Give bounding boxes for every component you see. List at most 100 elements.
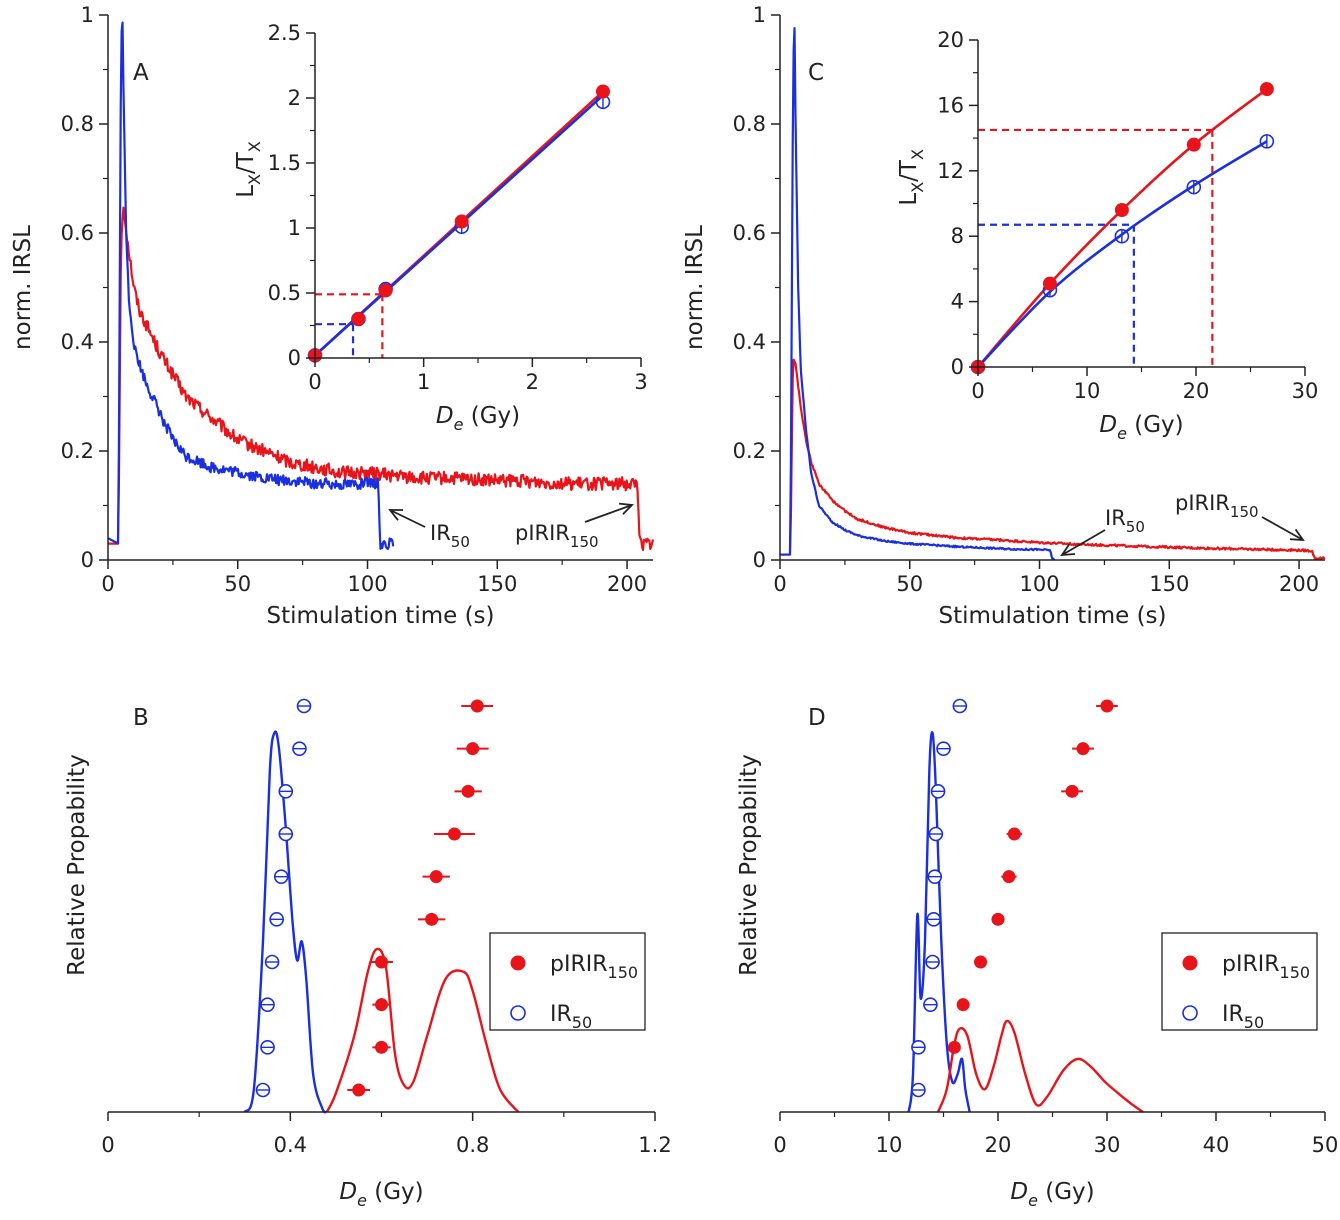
y-axis-title: norm. IRSL	[682, 225, 708, 350]
x-tick-label: 0	[101, 1133, 114, 1157]
y-tick-label: 1	[81, 3, 94, 27]
legend-label-IR50: IR50	[1222, 1002, 1264, 1032]
x-axis-title: De (Gy)	[1010, 1179, 1094, 1210]
x-tick-label: 0.8	[456, 1133, 489, 1157]
legend-label-main: IR	[1222, 1002, 1244, 1027]
legend-label-IR50: IR50	[550, 1002, 592, 1032]
annotation: IR50	[388, 509, 470, 551]
legend-marker-IR50	[1182, 1005, 1198, 1021]
point-pIRIR150	[1186, 137, 1201, 152]
y-tick-label: 4	[951, 290, 964, 314]
legend: pIRIR150 IR50	[1161, 932, 1318, 1032]
x-tick-label: 10	[1074, 379, 1101, 403]
legend-box	[1161, 932, 1318, 1031]
annotation-sub: 150	[570, 533, 599, 551]
point-pIRIR150	[454, 214, 469, 229]
legend-box	[489, 932, 646, 1031]
point-pIRIR150	[1114, 203, 1129, 218]
point-pIRIR150	[974, 955, 988, 969]
y-tick-label: 1.5	[268, 151, 301, 175]
density-curve-pIRIR150	[325, 947, 520, 1113]
legend-label-main: IR	[550, 1002, 572, 1027]
point-pIRIR150	[947, 1040, 961, 1054]
point-pIRIR150	[375, 998, 388, 1012]
point-pIRIR150	[1076, 742, 1090, 756]
y-tick-label: 0.6	[61, 221, 94, 245]
y-tick-label: 8	[951, 224, 964, 248]
y-axis-title-sub: X	[908, 182, 927, 193]
x-axis-title-main: D	[1099, 412, 1117, 438]
x-axis-title: De (Gy)	[1099, 412, 1183, 443]
x-tick-label: 30	[1292, 379, 1319, 403]
y-tick-label: 1	[288, 216, 301, 240]
panel-B: 0 0.4 0.8 1.2 De (Gy) Relative Propability pIR…	[64, 698, 672, 1210]
annotation-main: IR	[1105, 506, 1126, 530]
point-pIRIR150	[1065, 784, 1079, 798]
annotation-arrow	[389, 509, 426, 528]
annotation-main: IR	[430, 521, 451, 545]
point-pIRIR150	[991, 912, 1005, 926]
annotation-arrowhead	[618, 502, 634, 515]
x-tick-label: 50	[1312, 1133, 1339, 1157]
y-tick-label: 20	[937, 28, 964, 52]
y-axis-title: Relative Propability	[64, 754, 90, 976]
point-pIRIR150	[956, 998, 970, 1012]
x-tick-label: 0.4	[274, 1133, 307, 1157]
annotation-label: IR50	[1105, 506, 1145, 536]
point-pIRIR150	[425, 912, 439, 926]
x-axis-title: Stimulation time (s)	[938, 603, 1166, 629]
x-axis-title-unit: (Gy)	[1038, 1179, 1095, 1205]
point-pIRIR150	[1259, 82, 1274, 97]
x-tick-label: 50	[224, 572, 251, 596]
x-tick-label: 100	[1019, 572, 1059, 596]
x-tick-label: 0	[773, 572, 786, 596]
x-axis-title-main: D	[1010, 1179, 1028, 1205]
point-pIRIR150	[429, 870, 443, 884]
legend-label-sub: 50	[572, 1013, 592, 1032]
y-axis-title-part: /T	[896, 159, 922, 182]
x-tick-label: 1	[417, 370, 430, 394]
x-tick-label: 200	[607, 572, 647, 596]
panel-letter-A: A	[133, 60, 149, 86]
annotation-arrow	[1261, 516, 1304, 541]
legend-label-main: pIRIR	[550, 952, 608, 977]
density-curve-IR50	[907, 731, 971, 1113]
y-axis-title-sub: X	[908, 149, 927, 160]
legend-label-sub: 50	[1244, 1013, 1264, 1032]
x-tick-label: 0	[773, 1133, 786, 1157]
x-tick-label: 50	[896, 572, 923, 596]
annotation-sub: 150	[1230, 503, 1259, 521]
point-pIRIR150	[378, 283, 393, 298]
panel-letter-B: B	[133, 705, 149, 731]
x-tick-label: 3	[634, 370, 647, 394]
x-axis-title-unit: (Gy)	[463, 403, 520, 429]
y-tick-label: 0	[288, 346, 301, 370]
y-tick-label: 0.4	[733, 330, 766, 354]
x-tick-label: 30	[1094, 1133, 1121, 1157]
legend-label-main: pIRIR	[1222, 952, 1280, 977]
x-axis-title-sub: e	[1028, 1191, 1038, 1210]
panel-letter-C: C	[808, 60, 824, 86]
x-tick-label: 2	[526, 370, 539, 394]
series-line-IR50	[107, 21, 395, 551]
y-axis-title: norm. IRSL	[10, 225, 36, 350]
x-tick-label: 200	[1279, 572, 1319, 596]
point-pIRIR150	[1007, 827, 1021, 841]
annotation-sub: 50	[451, 533, 470, 551]
y-tick-label: 0.5	[268, 281, 301, 305]
y-tick-label: 16	[937, 93, 964, 117]
annotation: pIRIR150	[515, 502, 634, 551]
y-tick-label: 0.4	[61, 330, 94, 354]
series-line-IR50	[779, 26, 1056, 561]
point-pIRIR150	[461, 784, 475, 798]
x-tick-label: 20	[985, 1133, 1012, 1157]
x-tick-label: 0	[971, 379, 984, 403]
y-axis-title-sub: X	[245, 141, 264, 152]
y-tick-label: 0.2	[733, 439, 766, 463]
x-tick-label: 0	[101, 572, 114, 596]
point-pIRIR150	[352, 1083, 366, 1097]
x-tick-label: 1.2	[638, 1133, 671, 1157]
x-axis-title-sub: e	[454, 415, 464, 434]
